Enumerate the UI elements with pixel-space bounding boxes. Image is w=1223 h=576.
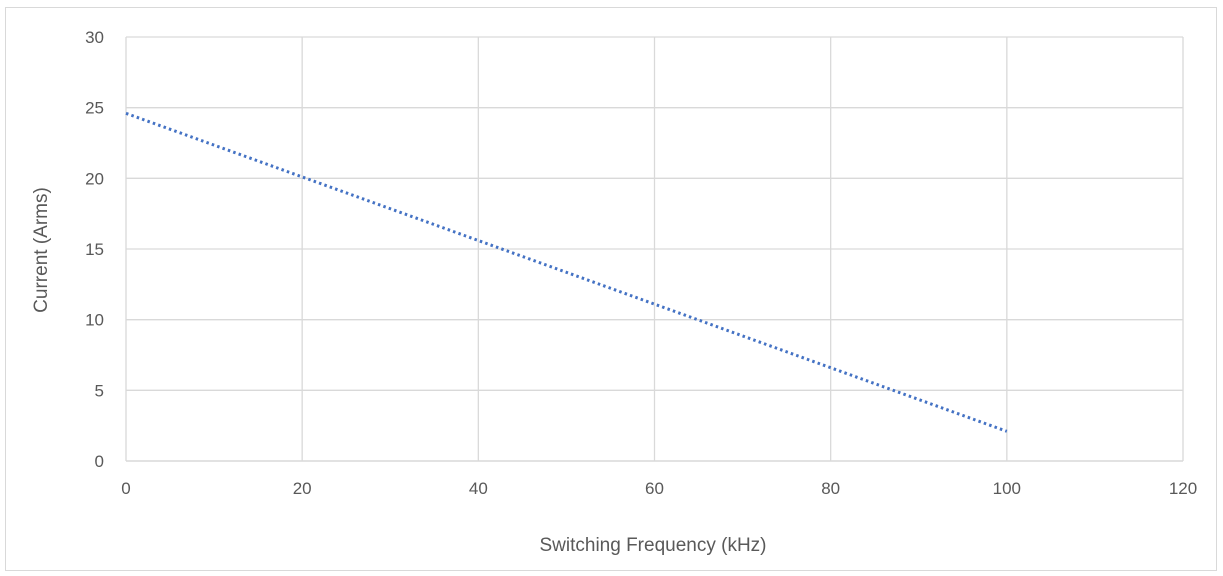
x-tick-label: 60 (645, 479, 664, 498)
x-tick-label: 120 (1169, 479, 1197, 498)
x-tick-label: 40 (469, 479, 488, 498)
x-tick-label: 80 (821, 479, 840, 498)
series-line-0 (125, 111, 1008, 433)
y-axis-title: Current (Arms) (31, 187, 52, 313)
x-tick-label: 0 (121, 479, 130, 498)
series-layer (125, 111, 1008, 433)
x-tick-label: 100 (993, 479, 1021, 498)
y-tick-label: 25 (85, 99, 104, 118)
tick-labels: 0 5 10 15 20 25 30 0 20 40 60 80 100 120 (85, 28, 1197, 498)
gridlines (125, 36, 1184, 461)
chart-frame (5, 7, 1217, 571)
y-tick-label: 10 (85, 311, 104, 330)
y-tick-label: 0 (95, 452, 104, 471)
y-tick-label: 15 (85, 240, 104, 259)
y-tick-label: 5 (95, 381, 104, 400)
y-tick-label: 30 (85, 28, 104, 47)
x-axis-title: Switching Frequency (kHz) (539, 535, 766, 556)
x-tick-label: 20 (293, 479, 312, 498)
y-tick-label: 20 (85, 169, 104, 188)
